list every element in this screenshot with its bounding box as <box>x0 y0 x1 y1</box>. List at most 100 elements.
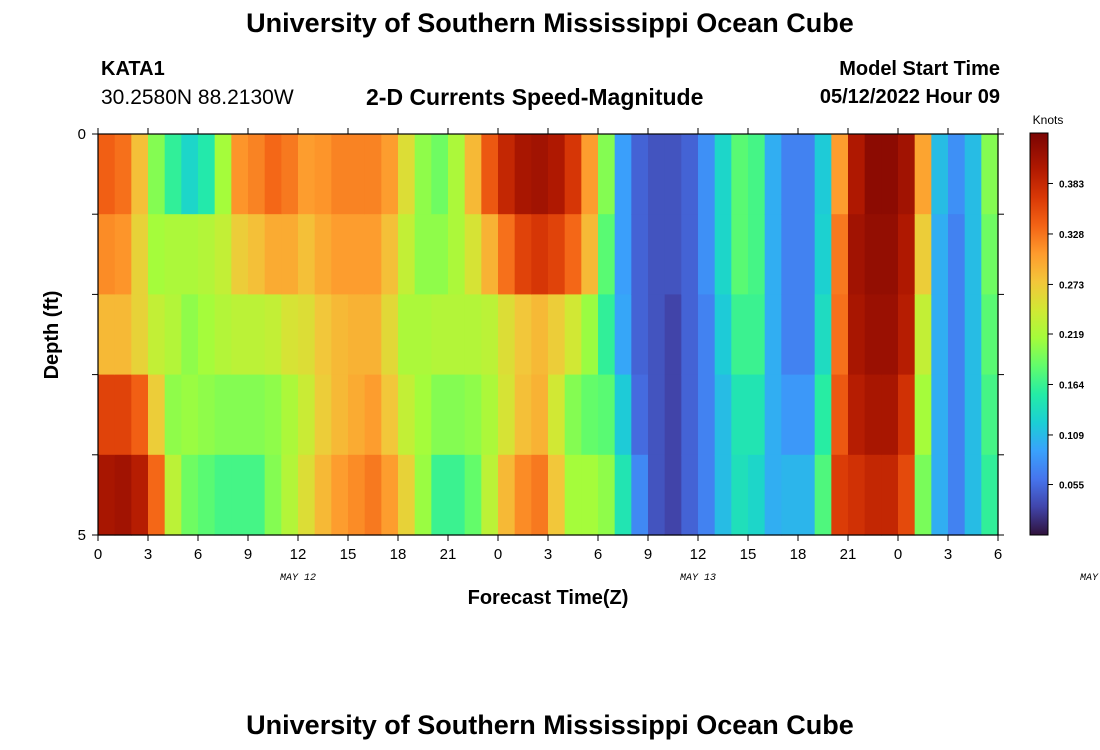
x-tick-label: 0 <box>94 546 102 563</box>
heatmap-cell <box>614 374 632 456</box>
heatmap-cell <box>698 374 716 456</box>
heatmap-cell <box>248 214 266 295</box>
heatmap-cell <box>848 214 866 295</box>
heatmap-cell <box>814 374 832 456</box>
heatmap-cell <box>131 214 149 295</box>
colorbar-gradient <box>1029 132 1049 536</box>
heatmap-cell <box>381 134 399 215</box>
x-tick-label: 18 <box>790 546 807 563</box>
heatmap-cell <box>714 374 732 456</box>
heatmap-cell <box>231 454 249 536</box>
heatmap-cell <box>514 214 532 295</box>
heatmap-cell <box>898 454 916 536</box>
heatmap-cell <box>414 294 432 376</box>
heatmap-cell <box>164 454 182 536</box>
colorbar-ticks: 0.055 0.109 0.164 0.219 0.273 0.328 0.383 <box>1048 179 1084 492</box>
heatmap-cell <box>914 214 932 295</box>
heatmap-cell <box>598 374 616 456</box>
heatmap-cell <box>364 214 382 295</box>
heatmap-cell <box>314 134 332 215</box>
heatmap-cell <box>181 294 199 376</box>
heatmap-cell <box>581 134 599 215</box>
heatmap-cell <box>314 214 332 295</box>
heatmap-cell <box>714 294 732 376</box>
heatmap-cell <box>698 294 716 376</box>
heatmap-cell <box>598 454 616 536</box>
heatmap-cell <box>648 214 666 295</box>
heatmap-cell <box>714 134 732 215</box>
heatmap-cell <box>481 454 499 536</box>
station-id: KATA1 <box>101 58 165 80</box>
heatmap-cell <box>548 214 566 295</box>
heatmap-cell <box>981 214 999 295</box>
heatmap-cell <box>231 294 249 376</box>
heatmap-cell <box>964 214 982 295</box>
heatmap-cell <box>381 294 399 376</box>
heatmap-cell <box>614 214 632 295</box>
heatmap-cell <box>664 134 682 215</box>
heatmap-cell <box>414 374 432 456</box>
heatmap-cell <box>964 294 982 376</box>
heatmap-cell <box>681 454 699 536</box>
heatmap-cell <box>448 454 466 536</box>
chart-title: University of Southern Mississippi Ocean… <box>246 8 854 38</box>
heatmap-cell <box>864 134 882 215</box>
colorbar-tick-label: 0.055 <box>1059 481 1084 492</box>
heatmap-cell <box>348 374 366 456</box>
heatmap-cell <box>648 454 666 536</box>
x-tick-label: 0 <box>894 546 902 563</box>
heatmap-cell <box>648 134 666 215</box>
heatmap-cell <box>931 374 949 456</box>
heatmap-cell <box>498 374 516 456</box>
colorbar: Knots <box>1029 113 1063 536</box>
heatmap-cell <box>381 374 399 456</box>
heatmap-cell <box>231 214 249 295</box>
heatmap-cell <box>481 134 499 215</box>
heatmap-cell <box>148 454 166 536</box>
heatmap-cell <box>531 214 549 295</box>
heatmap-cell <box>898 374 916 456</box>
heatmap-cell <box>614 134 632 215</box>
heatmap-cell <box>864 214 882 295</box>
heatmap-cell <box>531 134 549 215</box>
heatmap-cell <box>431 454 449 536</box>
heatmap-cell <box>514 454 532 536</box>
heatmap-cell <box>764 134 782 215</box>
heatmap-cell <box>331 294 349 376</box>
heatmap-cell <box>181 134 199 215</box>
heatmap-cell <box>698 454 716 536</box>
heatmap-cell <box>564 214 582 295</box>
heatmap-cell <box>198 134 216 215</box>
heatmap-cell <box>498 134 516 215</box>
heatmap-cell <box>398 214 416 295</box>
heatmap-cell <box>614 454 632 536</box>
heatmap-cell <box>314 454 332 536</box>
heatmap-cell <box>931 294 949 376</box>
heatmap-cell <box>181 374 199 456</box>
heatmap-cell <box>414 454 432 536</box>
heatmap-cell <box>631 454 649 536</box>
heatmap-cell <box>798 134 816 215</box>
heatmap-cell <box>148 214 166 295</box>
heatmap-cell <box>598 134 616 215</box>
model-start-label: Model Start Time <box>839 58 1000 80</box>
heatmap-cell <box>198 214 216 295</box>
heatmap-cell <box>98 214 116 295</box>
heatmap-cell <box>731 214 749 295</box>
heatmap-cells <box>98 134 999 536</box>
heatmap-cell <box>264 454 282 536</box>
date-labels: MAY 12 MAY 13 MAY 14 <box>280 573 1100 584</box>
colorbar-tick-label: 0.383 <box>1059 179 1084 190</box>
heatmap-cell <box>581 214 599 295</box>
heatmap-cell <box>98 134 116 215</box>
heatmap-cell <box>581 374 599 456</box>
heatmap-cell <box>431 374 449 456</box>
heatmap-cell <box>881 454 899 536</box>
heatmap-cell <box>248 294 266 376</box>
heatmap-cell <box>898 294 916 376</box>
heatmap-cell <box>298 294 316 376</box>
heatmap-cell <box>314 374 332 456</box>
heatmap-cell <box>548 134 566 215</box>
heatmap-cell <box>398 454 416 536</box>
heatmap-cell <box>814 214 832 295</box>
